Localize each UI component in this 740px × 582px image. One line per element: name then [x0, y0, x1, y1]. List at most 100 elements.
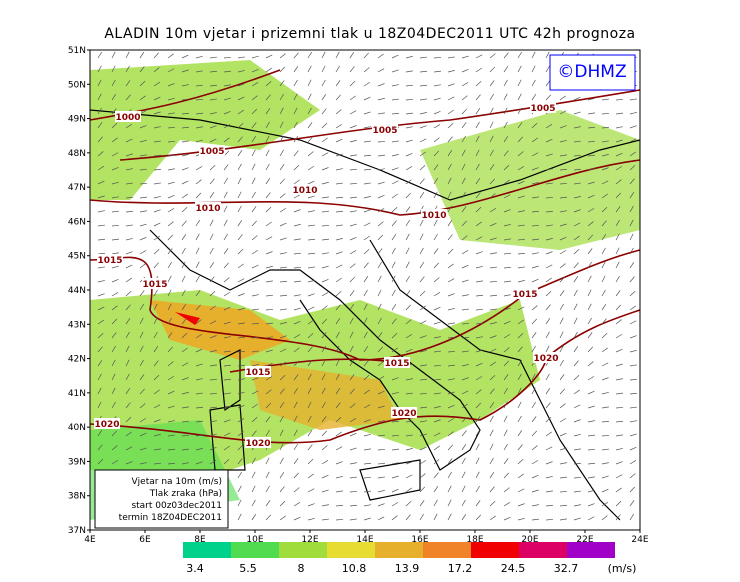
wind-arrow: [587, 516, 595, 521]
wind-arrow: [181, 220, 187, 227]
wind-arrow: [461, 264, 469, 269]
wind-arrow: [139, 210, 147, 213]
wind-arrow: [97, 224, 105, 227]
wind-arrow: [601, 488, 609, 493]
wind-arrow: [433, 191, 438, 199]
wind-arrow: [335, 94, 341, 101]
wind-arrow: [489, 149, 494, 157]
wind-arrow: [181, 154, 189, 157]
wind-arrow: [447, 391, 455, 395]
wind-arrow: [433, 248, 439, 255]
wind-arrow: [601, 448, 609, 451]
wind-arrow: [97, 280, 105, 283]
wind-arrow: [489, 308, 497, 311]
wind-arrow: [97, 458, 104, 465]
wind-arrow: [237, 458, 243, 465]
wind-arrow: [587, 332, 593, 339]
wind-arrow: [433, 350, 441, 353]
isobar-label-bg: [512, 288, 538, 299]
wind-arrow: [433, 445, 440, 451]
wind-arrow: [377, 503, 385, 507]
wind-arrow: [517, 151, 524, 157]
wind-arrow: [111, 252, 119, 255]
wind-arrow: [139, 95, 146, 101]
wind-arrow: [251, 322, 259, 325]
wind-arrow: [237, 234, 243, 241]
wind-arrow: [363, 111, 371, 115]
wind-arrow: [237, 177, 242, 185]
wind-arrow: [181, 54, 189, 59]
wind-arrow: [237, 109, 244, 115]
wind-arrow: [335, 387, 341, 395]
wind-arrow: [125, 210, 133, 213]
wind-arrow: [615, 126, 623, 129]
wind-arrow: [503, 223, 511, 227]
wind-arrow: [293, 502, 301, 507]
isobar-label-bg: [530, 102, 556, 113]
wind-arrow: [293, 252, 301, 255]
wind-arrow: [531, 504, 539, 507]
wind-arrow: [615, 290, 621, 297]
wind-arrow: [475, 81, 482, 87]
wind-arrow: [349, 263, 356, 269]
wind-arrow: [419, 261, 425, 269]
wind-arrow: [517, 401, 522, 409]
wind-arrow: [461, 457, 466, 465]
wind-arrow: [419, 276, 425, 283]
wind-arrow: [181, 193, 188, 199]
wind-arrow: [349, 236, 357, 241]
wind-arrow: [531, 345, 536, 353]
wind-arrow: [377, 83, 385, 87]
wind-area: [90, 60, 320, 200]
wind-arrow: [111, 430, 117, 437]
wind-arrow: [489, 237, 497, 241]
wind-arrow: [447, 322, 455, 325]
wind-arrow: [209, 247, 214, 255]
wind-arrow: [545, 124, 553, 129]
wind-arrow: [293, 135, 299, 143]
wind-arrow: [545, 196, 553, 199]
wind-arrow: [111, 305, 118, 311]
lon-label: 10E: [246, 535, 263, 545]
wind-arrow: [405, 126, 413, 129]
wind-arrow: [237, 391, 245, 395]
wind-arrow: [573, 331, 578, 339]
wind-arrow: [419, 433, 427, 437]
wind-arrow: [447, 431, 454, 437]
lat-label: 49N: [68, 115, 86, 125]
wind-arrow: [251, 499, 256, 507]
wind-arrow: [321, 181, 329, 185]
wind-arrow: [475, 108, 481, 115]
wind-arrow: [209, 192, 215, 199]
wind-arrow: [125, 238, 133, 241]
wind-arrow: [531, 79, 536, 87]
wind-arrow: [363, 67, 370, 73]
wind-arrow: [601, 220, 607, 227]
wind-arrow: [447, 336, 455, 339]
wind-arrow: [167, 448, 175, 451]
wind-arrow: [587, 503, 595, 507]
wind-arrow: [279, 93, 284, 101]
wind-arrow: [405, 500, 412, 507]
wind-arrow: [545, 290, 552, 297]
isobar-label: 1010: [195, 204, 220, 214]
wind-arrow: [181, 84, 189, 87]
wind-arrow: [391, 303, 397, 311]
wind-arrow: [181, 167, 189, 171]
lat-label: 47N: [68, 183, 86, 193]
wind-arrow: [251, 350, 259, 353]
lon-label: 18E: [466, 535, 483, 545]
wind-arrow: [251, 68, 259, 73]
wind-arrow: [377, 516, 385, 521]
wind-arrow: [559, 374, 565, 381]
wind-arrow: [461, 206, 467, 213]
wind-arrow: [251, 163, 256, 171]
wind-arrow: [139, 110, 147, 115]
wind-arrow: [601, 420, 609, 423]
wind-arrow: [573, 248, 580, 255]
wind-arrow: [601, 303, 607, 311]
wind-arrow: [573, 360, 579, 367]
wind-arrow: [601, 434, 609, 437]
wind-arrow: [125, 65, 130, 73]
wind-arrow: [475, 349, 483, 353]
